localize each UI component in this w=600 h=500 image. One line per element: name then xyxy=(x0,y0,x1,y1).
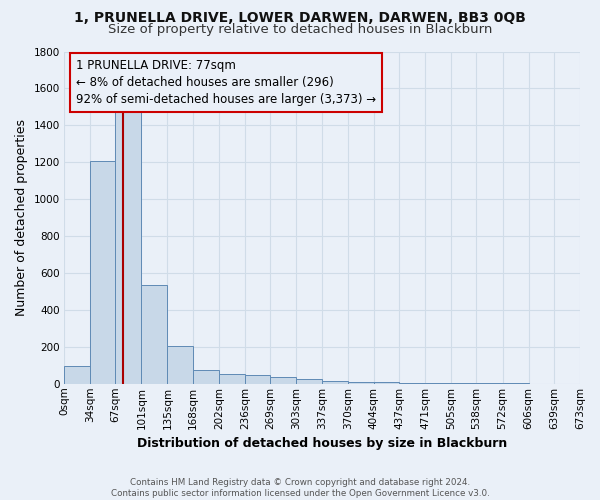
Bar xyxy=(476,383,503,384)
Bar xyxy=(90,161,115,384)
Bar xyxy=(193,370,219,384)
Bar xyxy=(374,382,399,384)
Bar xyxy=(347,382,374,384)
Y-axis label: Number of detached properties: Number of detached properties xyxy=(15,119,28,316)
Text: Contains HM Land Registry data © Crown copyright and database right 2024.
Contai: Contains HM Land Registry data © Crown c… xyxy=(110,478,490,498)
Bar xyxy=(322,381,347,384)
Text: 1 PRUNELLA DRIVE: 77sqm
← 8% of detached houses are smaller (296)
92% of semi-de: 1 PRUNELLA DRIVE: 77sqm ← 8% of detached… xyxy=(76,59,376,106)
Bar xyxy=(115,112,142,384)
X-axis label: Distribution of detached houses by size in Blackburn: Distribution of detached houses by size … xyxy=(137,437,507,450)
Bar xyxy=(399,382,425,384)
Bar xyxy=(245,375,270,384)
Bar xyxy=(296,379,322,384)
Bar xyxy=(270,378,296,384)
Text: Size of property relative to detached houses in Blackburn: Size of property relative to detached ho… xyxy=(108,22,492,36)
Bar xyxy=(451,383,476,384)
Bar xyxy=(142,284,167,384)
Bar xyxy=(219,374,245,384)
Bar xyxy=(167,346,193,384)
Bar xyxy=(425,383,451,384)
Text: 1, PRUNELLA DRIVE, LOWER DARWEN, DARWEN, BB3 0QB: 1, PRUNELLA DRIVE, LOWER DARWEN, DARWEN,… xyxy=(74,11,526,25)
Bar xyxy=(64,366,90,384)
